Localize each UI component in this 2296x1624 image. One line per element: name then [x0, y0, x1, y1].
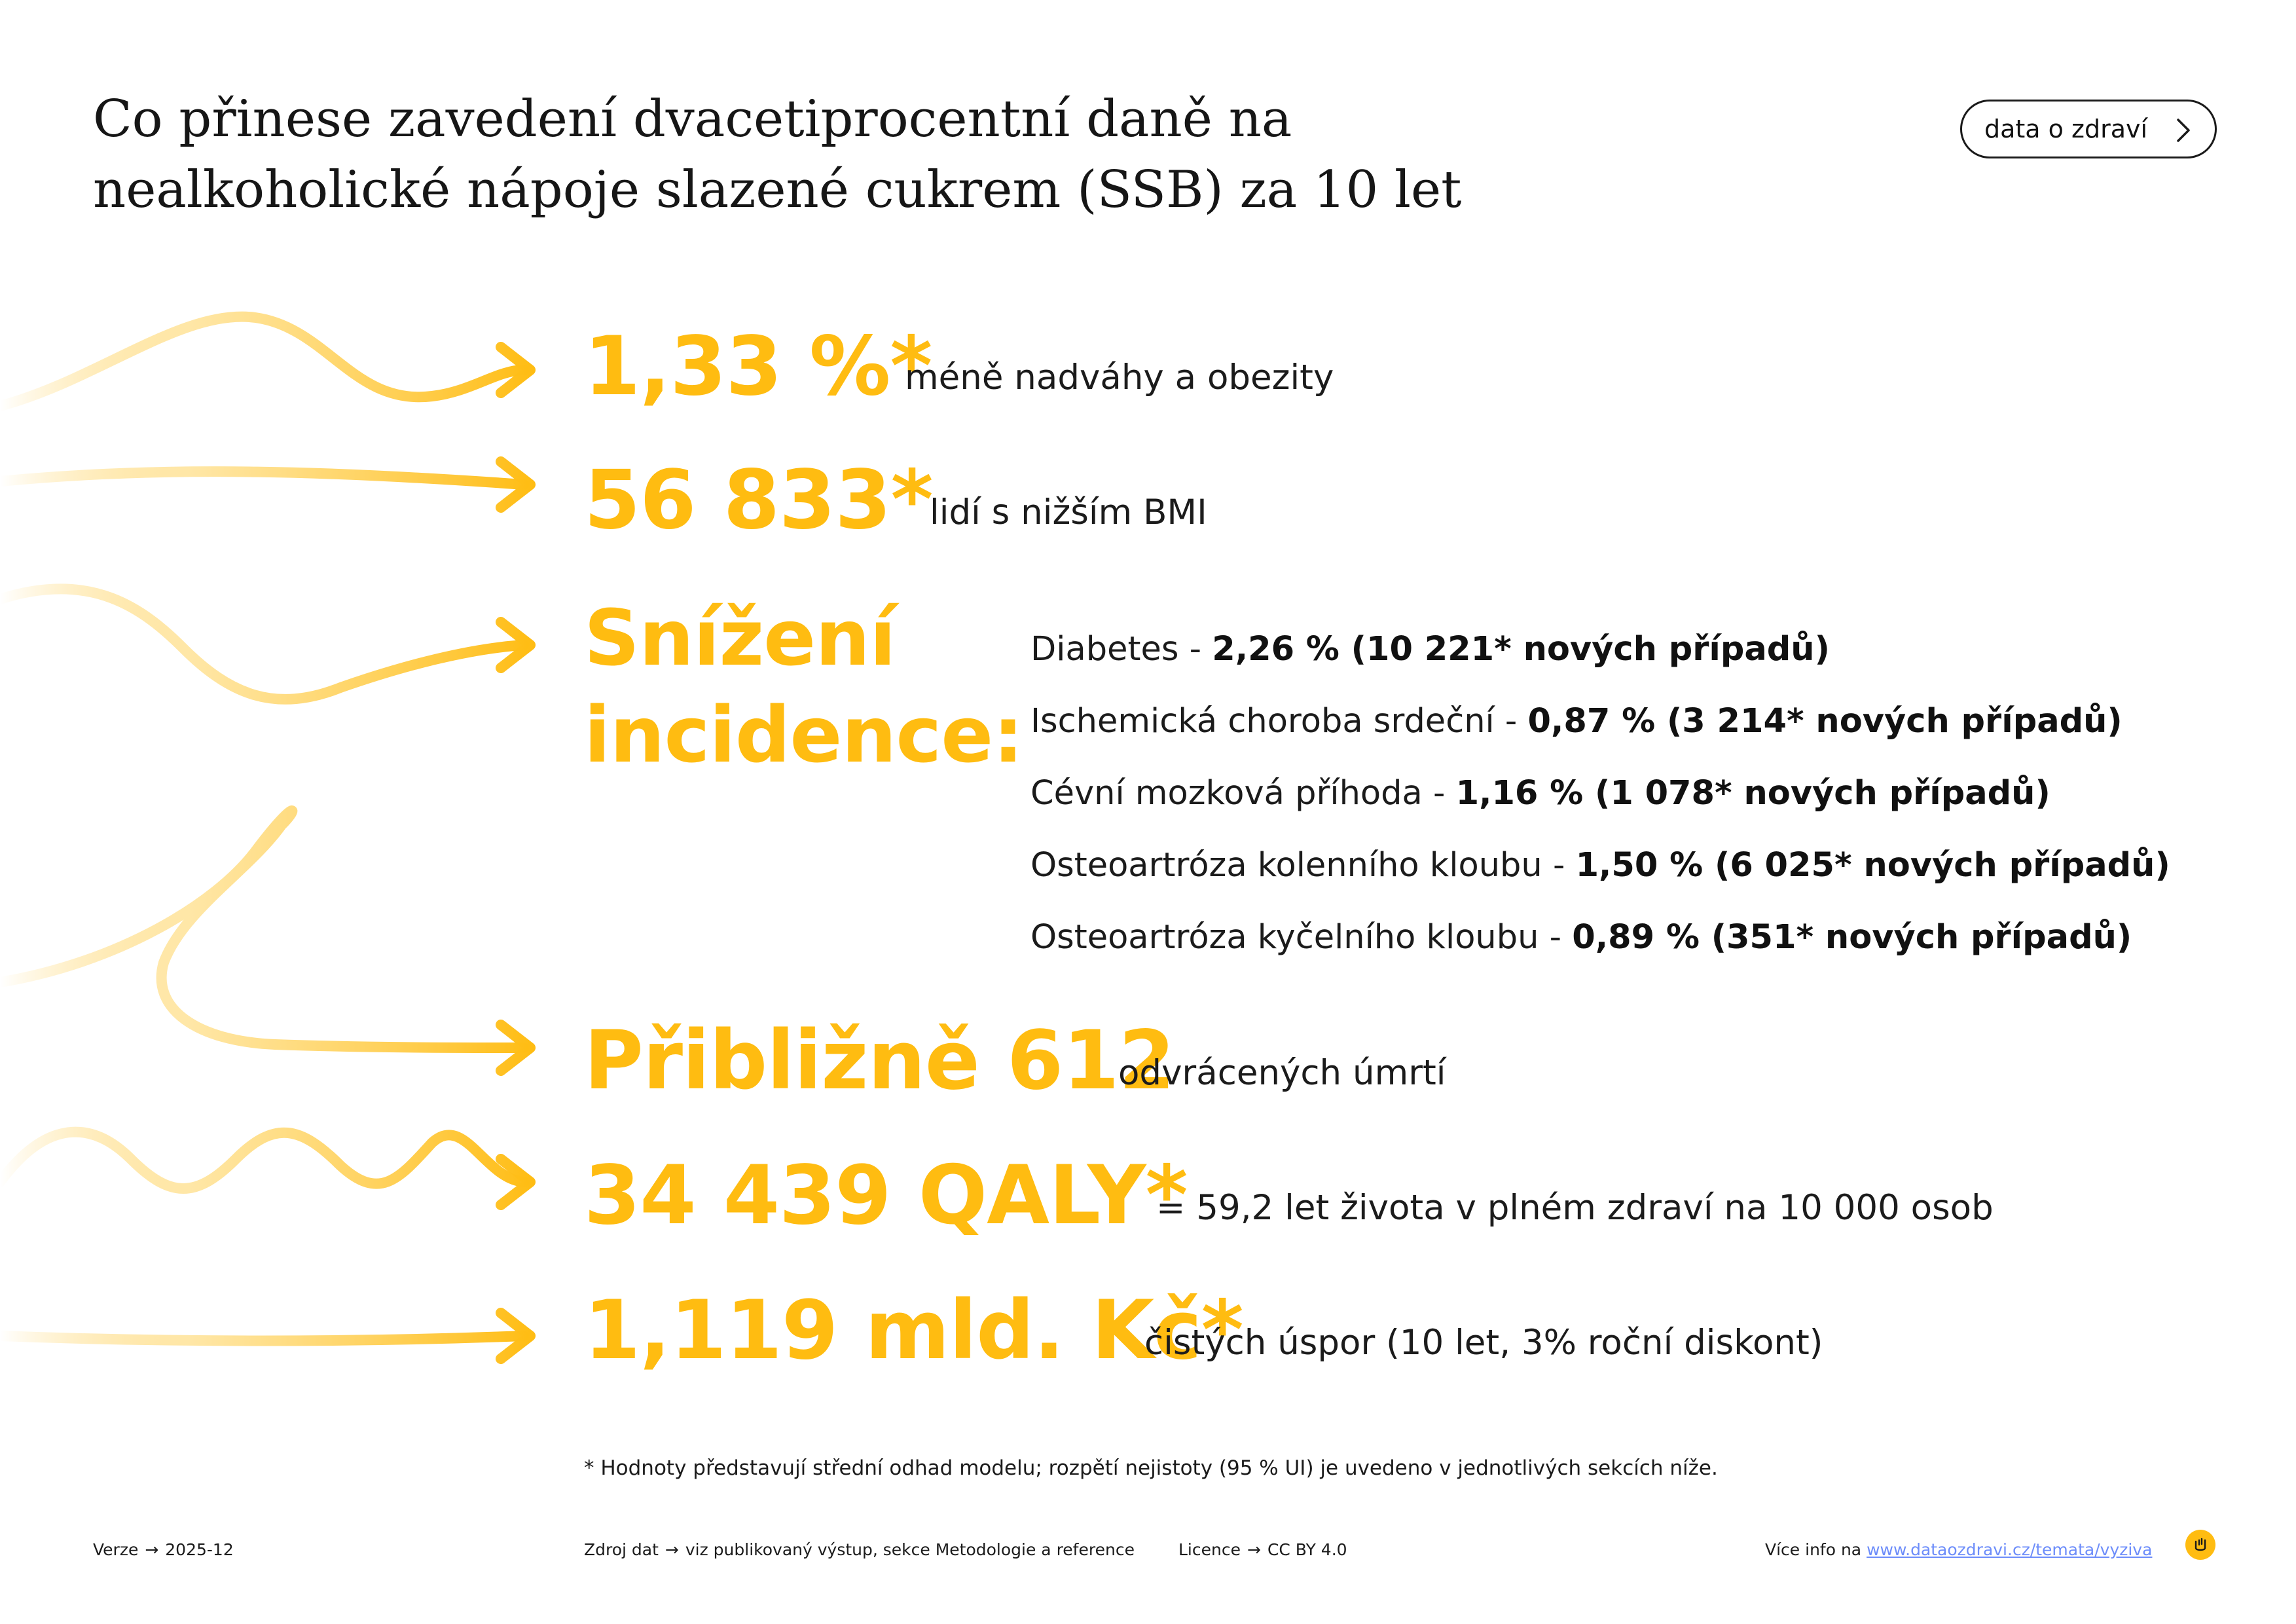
- page-title: Co přinese zavedení dvacetiprocentní dan…: [93, 90, 1462, 219]
- incidence-item-name: Osteoartróza kyčelního kloubu -: [1030, 918, 1573, 957]
- stat-savings-value: 1,119 mld. Kč*: [584, 1283, 1244, 1378]
- arrow-squiggle-icon: [0, 311, 536, 411]
- chevron-right-icon: [2177, 119, 2190, 142]
- incidence-item-value: 0,87 % (3 214* nových případů): [1527, 702, 2123, 741]
- stat-bmi-label: lidí s nižším BMI: [930, 492, 1207, 532]
- arrow-straight-icon: [0, 456, 536, 513]
- incidence-item: Osteoartróza kolenního kloubu - 1,50 % (…: [1030, 846, 2170, 885]
- incidence-item: Cévní mozková příhoda - 1,16 % (1 078* n…: [1030, 774, 2050, 813]
- footer-source: Zdroj dat → viz publikovaný výstup, sekce …: [584, 1540, 1135, 1559]
- incidence-item-name: Diabetes -: [1030, 630, 1212, 669]
- logo-glyph-icon: [2195, 1538, 2206, 1551]
- incidence-item-name: Osteoartróza kolenního kloubu -: [1030, 846, 1576, 885]
- footer-version: Verze → 2025-12: [93, 1540, 234, 1559]
- stat-qaly-value: 34 439 QALY*: [584, 1149, 1188, 1243]
- brand-logo-icon: [2185, 1530, 2215, 1560]
- stat-savings-label: čistých úspor (10 let, 3% roční diskont): [1144, 1323, 1823, 1363]
- footer-license: Licence → CC BY 4.0: [1178, 1540, 1347, 1559]
- stat-qaly-label: = 59,2 let života v plném zdraví na 10 0…: [1156, 1188, 1994, 1228]
- arrow-loop-icon: [0, 805, 536, 1076]
- incidence-item-value: 1,50 % (6 025* nových případů): [1575, 846, 2170, 885]
- stat-overweight-label: méně nadváhy a obezity: [905, 358, 1334, 397]
- badge-label: data o zdraví: [1984, 115, 2148, 143]
- stat-deaths-value: Přibližně 612: [584, 1014, 1175, 1108]
- arrow-right-icon: →: [145, 1540, 159, 1559]
- version-label: Verze: [93, 1540, 139, 1559]
- stat-overweight-value: 1,33 %*: [584, 320, 932, 414]
- decorative-arrows: [0, 311, 536, 1364]
- license-label: Licence: [1178, 1540, 1241, 1559]
- data-o-zdravi-button[interactable]: data o zdraví: [1960, 100, 2217, 158]
- version-value: 2025-12: [165, 1540, 234, 1559]
- source-label: Zdroj dat: [584, 1540, 659, 1559]
- more-info-link[interactable]: www.dataozdravi.cz/temata/vyziva: [1867, 1540, 2153, 1559]
- incidence-heading-line2: incidence:: [584, 690, 1024, 780]
- license-value: CC BY 4.0: [1267, 1540, 1347, 1559]
- incidence-item-value: 0,89 % (351* nových případů): [1572, 918, 2132, 957]
- incidence-item-name: Cévní mozková příhoda -: [1030, 774, 1456, 813]
- stat-deaths-label: odvrácených úmrtí: [1118, 1053, 1446, 1093]
- source-value: viz publikovaný výstup, sekce Metodologi…: [685, 1540, 1135, 1559]
- more-info-label: Více info na: [1765, 1540, 1862, 1559]
- arrow-right-icon: →: [665, 1540, 679, 1559]
- incidence-item-value: 1,16 % (1 078* nových případů): [1455, 774, 2050, 813]
- arrow-straight-icon: [0, 1308, 536, 1364]
- incidence-heading-line1: Snížení: [584, 593, 896, 683]
- incidence-item-name: Ischemická choroba srdeční -: [1030, 702, 1528, 741]
- arrow-wave-icon: [0, 583, 536, 705]
- incidence-item: Diabetes - 2,26 % (10 221* nových případ…: [1030, 630, 1830, 669]
- incidence-item: Ischemická choroba srdeční - 0,87 % (3 2…: [1030, 702, 2123, 741]
- incidence-item-value: 2,26 % (10 221* nových případů): [1212, 630, 1830, 669]
- incidence-heading: Snížení incidence:: [584, 589, 1024, 783]
- incidence-item: Osteoartróza kyčelního kloubu - 0,89 % (…: [1030, 918, 2132, 957]
- arrow-zigzag-icon: [0, 1126, 536, 1210]
- footer-more-info: Více info na www.dataozdravi.cz/temata/v…: [1765, 1540, 2152, 1559]
- stat-bmi-value: 56 833*: [584, 453, 933, 547]
- footnote: * Hodnoty představují střední odhad mode…: [584, 1456, 1718, 1480]
- arrow-right-icon: →: [1247, 1540, 1261, 1559]
